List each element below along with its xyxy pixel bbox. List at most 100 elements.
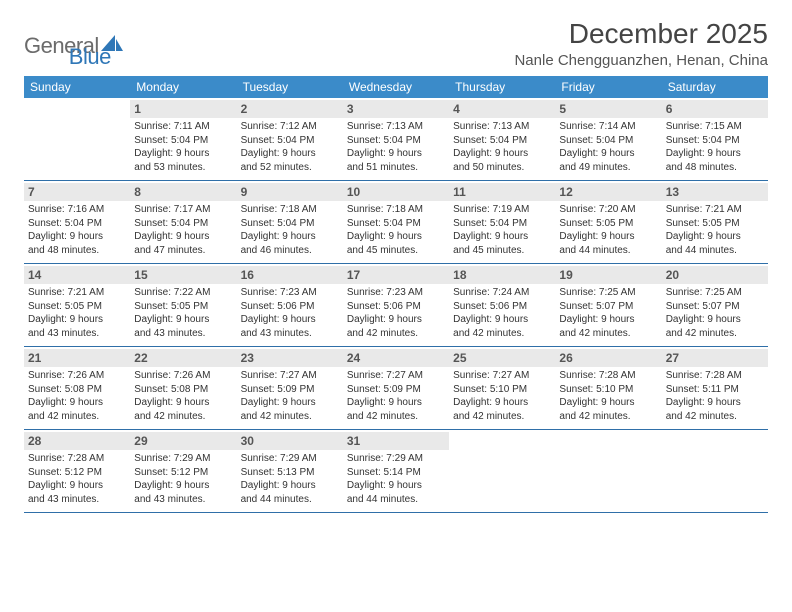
info-line: and 42 minutes. bbox=[241, 410, 339, 424]
info-line: Daylight: 9 hours bbox=[347, 479, 445, 493]
day-cell: 5Sunrise: 7:14 AMSunset: 5:04 PMDaylight… bbox=[555, 98, 661, 180]
day-number bbox=[24, 100, 130, 118]
info-line: Daylight: 9 hours bbox=[347, 230, 445, 244]
info-line: Sunrise: 7:12 AM bbox=[241, 120, 339, 134]
info-line: Daylight: 9 hours bbox=[559, 230, 657, 244]
day-cell: 15Sunrise: 7:22 AMSunset: 5:05 PMDayligh… bbox=[130, 264, 236, 346]
day-cell: 30Sunrise: 7:29 AMSunset: 5:13 PMDayligh… bbox=[237, 430, 343, 512]
info-line: and 42 minutes. bbox=[28, 410, 126, 424]
day-header-cell: Monday bbox=[130, 76, 236, 98]
day-number: 22 bbox=[130, 349, 236, 367]
day-info: Sunrise: 7:24 AMSunset: 5:06 PMDaylight:… bbox=[453, 286, 551, 340]
day-number bbox=[555, 432, 661, 450]
info-line: Sunset: 5:06 PM bbox=[453, 300, 551, 314]
info-line: Sunset: 5:04 PM bbox=[453, 134, 551, 148]
day-info: Sunrise: 7:23 AMSunset: 5:06 PMDaylight:… bbox=[241, 286, 339, 340]
day-number: 7 bbox=[24, 183, 130, 201]
day-info: Sunrise: 7:28 AMSunset: 5:10 PMDaylight:… bbox=[559, 369, 657, 423]
day-cell: 24 Sunrise: 7:27 AMSunset: 5:09 PMDayligh… bbox=[343, 347, 449, 429]
info-line: Sunrise: 7:26 AM bbox=[134, 369, 232, 383]
info-line: and 43 minutes. bbox=[241, 327, 339, 341]
day-header-cell: Saturday bbox=[662, 76, 768, 98]
day-info: Sunrise: 7:11 AMSunset: 5:04 PMDaylight:… bbox=[134, 120, 232, 174]
day-number: 24 bbox=[343, 349, 449, 367]
info-line: Sunrise: 7:18 AM bbox=[347, 203, 445, 217]
info-line: Daylight: 9 hours bbox=[241, 396, 339, 410]
info-line: Sunrise: 7:18 AM bbox=[241, 203, 339, 217]
day-number: 28 bbox=[24, 432, 130, 450]
day-info: Sunrise: 7:27 AMSunset: 5:09 PMDaylight:… bbox=[241, 369, 339, 423]
day-number: 18 bbox=[449, 266, 555, 284]
day-number: 21 bbox=[24, 349, 130, 367]
week-row: 1Sunrise: 7:11 AMSunset: 5:04 PMDaylight… bbox=[24, 98, 768, 181]
info-line: Sunrise: 7:21 AM bbox=[28, 286, 126, 300]
info-line: Sunset: 5:05 PM bbox=[134, 300, 232, 314]
day-cell bbox=[555, 430, 661, 512]
day-header-cell: Friday bbox=[555, 76, 661, 98]
weeks-container: 1Sunrise: 7:11 AMSunset: 5:04 PMDaylight… bbox=[24, 98, 768, 513]
info-line: Sunset: 5:12 PM bbox=[134, 466, 232, 480]
day-cell: 6Sunrise: 7:15 AMSunset: 5:04 PMDaylight… bbox=[662, 98, 768, 180]
info-line: and 42 minutes. bbox=[559, 410, 657, 424]
info-line: Daylight: 9 hours bbox=[559, 396, 657, 410]
info-line: Sunrise: 7:25 AM bbox=[559, 286, 657, 300]
day-cell: 31Sunrise: 7:29 AMSunset: 5:14 PMDayligh… bbox=[343, 430, 449, 512]
location-text: Nanle Chengguanzhen, Henan, China bbox=[514, 52, 768, 69]
info-line: Sunset: 5:04 PM bbox=[347, 217, 445, 231]
day-number: 9 bbox=[237, 183, 343, 201]
info-line: and 45 minutes. bbox=[453, 244, 551, 258]
info-line: and 43 minutes. bbox=[28, 327, 126, 341]
info-line: Sunset: 5:09 PM bbox=[347, 383, 445, 397]
info-line: Daylight: 9 hours bbox=[241, 313, 339, 327]
info-line: and 52 minutes. bbox=[241, 161, 339, 175]
week-row: 28Sunrise: 7:28 AMSunset: 5:12 PMDayligh… bbox=[24, 430, 768, 513]
day-number: 23 bbox=[237, 349, 343, 367]
day-info: Sunrise: 7:27 AMSunset: 5:09 PMDaylight:… bbox=[347, 369, 445, 423]
info-line: Daylight: 9 hours bbox=[559, 313, 657, 327]
info-line: Sunset: 5:05 PM bbox=[559, 217, 657, 231]
info-line: Sunrise: 7:16 AM bbox=[28, 203, 126, 217]
info-line: Daylight: 9 hours bbox=[453, 313, 551, 327]
info-line: Sunrise: 7:15 AM bbox=[666, 120, 764, 134]
info-line: Sunrise: 7:22 AM bbox=[134, 286, 232, 300]
info-line: Sunrise: 7:13 AM bbox=[347, 120, 445, 134]
day-info: Sunrise: 7:14 AMSunset: 5:04 PMDaylight:… bbox=[559, 120, 657, 174]
week-row: 21Sunrise: 7:26 AMSunset: 5:08 PMDayligh… bbox=[24, 347, 768, 430]
info-line: Sunrise: 7:29 AM bbox=[241, 452, 339, 466]
day-cell: 9Sunrise: 7:18 AMSunset: 5:04 PMDaylight… bbox=[237, 181, 343, 263]
info-line: Daylight: 9 hours bbox=[666, 147, 764, 161]
day-info: Sunrise: 7:12 AMSunset: 5:04 PMDaylight:… bbox=[241, 120, 339, 174]
day-cell: 20Sunrise: 7:25 AMSunset: 5:07 PMDayligh… bbox=[662, 264, 768, 346]
day-cell: 22 Sunrise: 7:26 AMSunset: 5:08 PMDayligh… bbox=[130, 347, 236, 429]
day-cell: 12Sunrise: 7:20 AMSunset: 5:05 PMDayligh… bbox=[555, 181, 661, 263]
info-line: Sunset: 5:04 PM bbox=[241, 134, 339, 148]
info-line: Daylight: 9 hours bbox=[666, 313, 764, 327]
info-line: and 44 minutes. bbox=[347, 493, 445, 507]
info-line: Daylight: 9 hours bbox=[28, 396, 126, 410]
info-line: Sunrise: 7:26 AM bbox=[28, 369, 126, 383]
info-line: Sunset: 5:05 PM bbox=[28, 300, 126, 314]
day-number bbox=[662, 432, 768, 450]
info-line: and 42 minutes. bbox=[347, 327, 445, 341]
info-line: Daylight: 9 hours bbox=[666, 230, 764, 244]
info-line: and 42 minutes. bbox=[134, 410, 232, 424]
day-info: Sunrise: 7:26 AMSunset: 5:08 PMDaylight:… bbox=[134, 369, 232, 423]
info-line: Daylight: 9 hours bbox=[559, 147, 657, 161]
day-info: Sunrise: 7:22 AMSunset: 5:05 PMDaylight:… bbox=[134, 286, 232, 340]
day-info: Sunrise: 7:26 AMSunset: 5:08 PMDaylight:… bbox=[28, 369, 126, 423]
info-line: Sunset: 5:11 PM bbox=[666, 383, 764, 397]
day-cell bbox=[24, 98, 130, 180]
day-info: Sunrise: 7:19 AMSunset: 5:04 PMDaylight:… bbox=[453, 203, 551, 257]
info-line: and 44 minutes. bbox=[559, 244, 657, 258]
info-line: Sunset: 5:04 PM bbox=[241, 217, 339, 231]
info-line: Sunset: 5:04 PM bbox=[666, 134, 764, 148]
day-cell: 1Sunrise: 7:11 AMSunset: 5:04 PMDaylight… bbox=[130, 98, 236, 180]
info-line: Daylight: 9 hours bbox=[134, 147, 232, 161]
day-cell bbox=[662, 430, 768, 512]
day-cell: 3Sunrise: 7:13 AMSunset: 5:04 PMDaylight… bbox=[343, 98, 449, 180]
day-info: Sunrise: 7:25 AMSunset: 5:07 PMDaylight:… bbox=[559, 286, 657, 340]
info-line: and 42 minutes. bbox=[559, 327, 657, 341]
day-cell: 27Sunrise: 7:28 AMSunset: 5:11 PMDayligh… bbox=[662, 347, 768, 429]
info-line: Sunrise: 7:11 AM bbox=[134, 120, 232, 134]
day-number: 16 bbox=[237, 266, 343, 284]
